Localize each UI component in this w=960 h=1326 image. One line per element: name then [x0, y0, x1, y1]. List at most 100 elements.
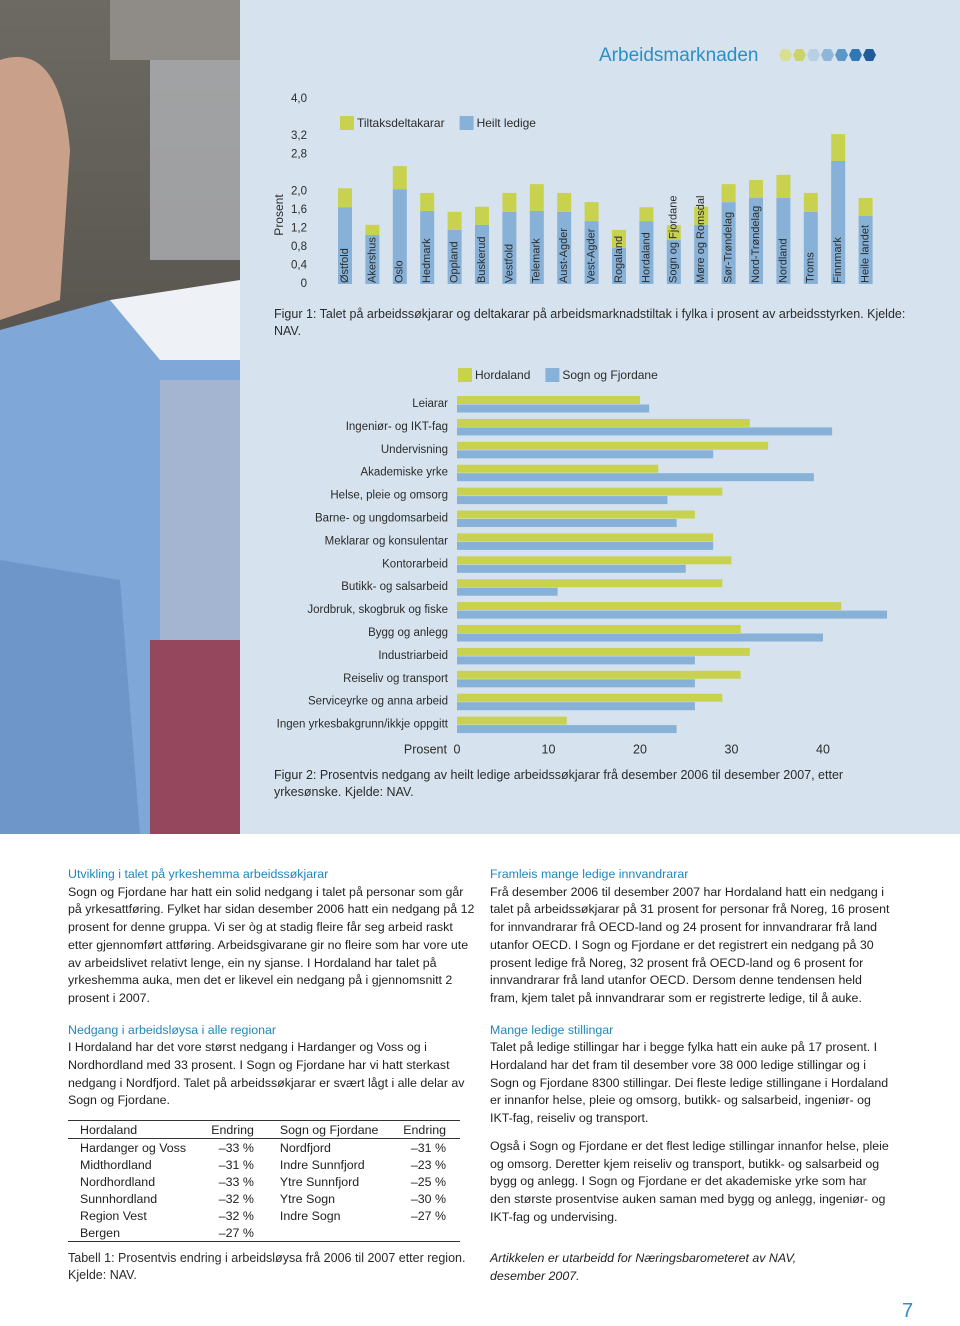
y-tick-label: 0	[301, 278, 307, 290]
bar	[457, 427, 833, 436]
bar-segment	[639, 207, 654, 222]
bar-segment	[831, 134, 846, 161]
bar	[457, 564, 686, 573]
table-cell: –27 %	[218, 1225, 254, 1240]
note: Artikkelen er utarbeidd for Næringsbarom…	[490, 1251, 797, 1283]
legend-label: Tiltaksdeltakarar	[357, 116, 445, 130]
bar	[457, 579, 723, 588]
section: Nedgang i arbeidsløysa i alle regionar I…	[68, 1022, 478, 1111]
bar-segment	[831, 160, 846, 284]
bar	[457, 496, 668, 505]
bar	[457, 656, 695, 665]
bar	[457, 670, 741, 679]
right-column: Framleis mange ledige innvandrarar Frå d…	[490, 866, 890, 1240]
bar-segment	[776, 174, 791, 198]
table-row: Nordhordland –33 % Ytre Sunnfjord –25 %	[68, 1173, 460, 1190]
category-label: Østfold	[339, 248, 351, 283]
figure-panel: Arbeidsmarknaden Prosent 0 0,4 0,8 1,2 1,6 2,0…	[0, 0, 960, 834]
category-label: Vestfold	[503, 244, 515, 283]
bar-segment	[858, 216, 873, 284]
legend-swatch	[459, 116, 474, 130]
table-header-cell: Sogn og Fjordane	[267, 1120, 389, 1139]
table-row: Hardanger og Voss –33 % Nordfjord –31 %	[68, 1139, 460, 1157]
bar-segment	[803, 211, 818, 284]
table-block: Hordaland Endring Sogn og Fjordane Endring H…	[68, 1120, 460, 1242]
bar	[457, 716, 567, 725]
category-label: Helse, pleie og omsorg	[330, 490, 448, 502]
bar-segment	[584, 202, 599, 222]
paragraph: Også i Sogn og Fjordane er det flest led…	[490, 1138, 889, 1224]
category-label: Rogaland	[613, 236, 625, 283]
bar	[457, 473, 814, 482]
table-cell: Indre Sogn	[279, 1208, 341, 1223]
legend-label: Sogn og Fjordane	[562, 368, 658, 382]
category-label: Telemark	[531, 238, 543, 283]
bar-segment	[447, 211, 462, 230]
legend-label: Heilt ledige	[477, 116, 537, 130]
table-row: Region Vest –32 % Indre Sogn –27 %	[68, 1207, 460, 1224]
bar	[457, 418, 750, 427]
table-row: Midthordland –31 % Indre Sunnfjord –23 %	[68, 1156, 460, 1173]
bar-segment	[803, 192, 818, 212]
table-row: Bergen –27 %	[68, 1224, 460, 1242]
section-heading: Mange ledige stillingar	[490, 1022, 614, 1037]
bar	[457, 679, 695, 688]
section-heading: Utvikling i talet på yrkeshemma arbeidss…	[68, 867, 329, 881]
bar	[457, 396, 640, 404]
table-cell: Indre Sunnfjord	[279, 1157, 365, 1172]
section: Framleis mange ledige innvandrarar Frå d…	[490, 866, 890, 1008]
table-header-cell: Endring	[388, 1120, 460, 1139]
bar	[457, 647, 750, 656]
bar-segment	[392, 189, 407, 284]
hexagon-ornament	[779, 49, 876, 61]
paragraph: Frå desember 2006 til desember 2007 har …	[490, 884, 890, 1005]
table-cell: Sunnhordland	[80, 1191, 158, 1206]
table-cell: –32 %	[218, 1208, 254, 1223]
table-cell	[268, 1224, 389, 1242]
table-cell: –32 %	[218, 1191, 254, 1206]
bar-segment	[420, 192, 435, 211]
bar	[457, 441, 769, 450]
photo	[0, 0, 240, 834]
category-label: Leiarar	[412, 398, 448, 410]
x-tick-label: 30	[725, 742, 739, 756]
bar-segment	[529, 184, 544, 211]
category-label: Vest-Agder	[586, 228, 598, 283]
x-tick-label: 40	[816, 742, 830, 756]
paragraph: Sogn og Fjordane har hatt ein solid nedg…	[68, 884, 475, 1005]
bar-segment	[584, 221, 599, 284]
bar	[457, 487, 723, 496]
bar-segment	[694, 206, 709, 225]
category-label: Sør-Trøndelag	[723, 212, 735, 283]
category-label: Hordaland	[640, 232, 652, 283]
y-tick-label: 3,2	[291, 130, 307, 142]
category-label: Møre og Romsdal	[695, 196, 707, 283]
y-tick-label: 1,2	[291, 223, 307, 235]
page-title: Arbeidsmarknaden	[599, 45, 758, 66]
bar-segment	[666, 240, 681, 284]
category-label: Ingeniør- og IKT-fag	[346, 421, 448, 433]
bar-segment	[392, 166, 407, 190]
category-label: Kontorarbeid	[382, 558, 448, 570]
y-tick-label: 0,8	[291, 241, 307, 253]
bar-segment	[557, 211, 572, 284]
category-label: Buskerud	[476, 237, 488, 283]
legend-swatch	[458, 368, 472, 382]
bar-segment	[639, 221, 654, 284]
bar	[457, 450, 714, 459]
bar-segment	[475, 224, 489, 284]
figure-caption: Figur 1: Talet på arbeidssøkjarar og del…	[274, 307, 906, 338]
table-cell: –31 %	[218, 1157, 254, 1172]
section: Mange ledige stillingar Talet på ledige …	[490, 1022, 890, 1227]
bar	[457, 693, 723, 702]
bar	[457, 541, 714, 550]
table-cell: Hardanger og Voss	[80, 1140, 187, 1155]
category-label: Finnmark	[832, 237, 844, 283]
bar	[457, 556, 732, 565]
bar	[457, 464, 659, 473]
table-cell: Midthordland	[80, 1157, 152, 1172]
bar-segment	[557, 192, 572, 212]
table-cell: –25 %	[410, 1174, 446, 1189]
bar-segment	[338, 188, 352, 208]
